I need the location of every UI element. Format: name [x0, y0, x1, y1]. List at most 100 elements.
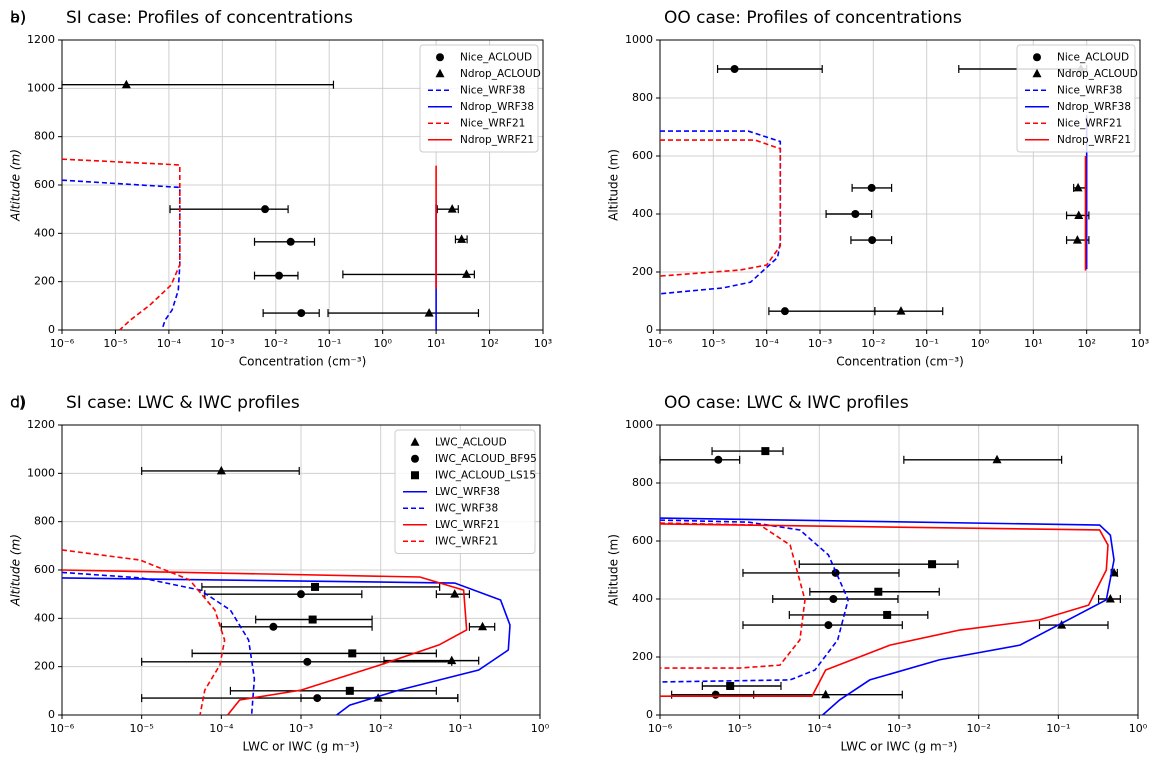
x-tick-label: 10⁻⁶: [50, 337, 75, 350]
legend-marker: [1033, 53, 1041, 62]
y-tick-label: 200: [632, 265, 653, 278]
y-axis-label: Altitude (m): [607, 149, 621, 221]
y-tick-label: 600: [34, 563, 55, 576]
marker: [461, 269, 471, 278]
marker: [297, 590, 305, 599]
y-tick-label: 1000: [625, 418, 653, 431]
y-tick-label: 800: [34, 515, 55, 528]
marker: [874, 587, 883, 596]
marker: [303, 657, 312, 666]
legend-box: [394, 429, 536, 554]
x-tick-label: 10⁻⁴: [157, 337, 182, 350]
x-tick-label: 10⁻⁴: [807, 722, 832, 735]
legend-marker: [411, 471, 419, 480]
profile-line: [61, 569, 468, 716]
x-tick-label: 10⁻¹: [1046, 722, 1070, 735]
marker: [348, 649, 357, 658]
x-tick-label: 10⁻⁵: [103, 337, 127, 350]
marker: [1105, 594, 1115, 603]
y-tick-label: 1200: [27, 33, 55, 46]
chart-title: SI case: Profiles of concentrations: [66, 8, 353, 28]
x-tick-label: 10⁻³: [289, 722, 313, 735]
x-tick-label: 10⁻³: [808, 337, 832, 350]
profile-line: [61, 577, 511, 716]
x-tick-label: 10⁻¹: [317, 337, 341, 350]
legend-label: Ndrop_ACLOUD: [1057, 68, 1138, 80]
marker: [311, 582, 320, 591]
marker: [261, 205, 270, 214]
marker: [457, 234, 467, 243]
x-tick-label: 10⁻²: [369, 722, 393, 735]
y-tick-label: 0: [646, 708, 653, 721]
legend-box: [419, 44, 539, 153]
plot-frame: [659, 39, 1141, 331]
profile-line: [61, 158, 181, 331]
x-tick-label: 10⁻⁶: [648, 337, 673, 350]
legend-label: IWC_ACLOUD_BF95: [435, 453, 537, 465]
marker: [714, 455, 723, 464]
x-tick-label: 10⁻²: [264, 337, 288, 350]
profile-line: [659, 519, 849, 683]
legend-label: Nice_WRF21: [460, 117, 525, 129]
x-axis-label: LWC or IWC (g m⁻³): [841, 740, 958, 754]
legend-label: LWC_WRF21: [435, 519, 500, 531]
marker: [883, 610, 892, 619]
x-axis-label: Concentration (cm⁻³): [836, 355, 964, 369]
marker: [761, 447, 770, 456]
plot-frame: [659, 424, 1139, 716]
marker: [121, 79, 131, 89]
marker: [730, 65, 739, 73]
marker: [868, 236, 877, 245]
y-tick-label: 800: [34, 130, 55, 143]
y-tick-label: 400: [34, 226, 55, 239]
marker: [424, 308, 434, 317]
x-tick-label: 10⁻¹: [448, 722, 472, 735]
marker: [896, 306, 906, 315]
marker: [851, 210, 860, 218]
marker: [269, 622, 278, 631]
legend-marker: [1032, 68, 1042, 78]
y-tick-label: 200: [34, 275, 55, 288]
legend-label: IWC_ACLOUD_LS15: [435, 469, 536, 481]
x-axis-label: Concentration (cm⁻³): [239, 355, 367, 369]
marker: [308, 615, 317, 624]
x-tick-label: 10¹: [1024, 337, 1042, 350]
x-tick-label: 10⁻²: [861, 337, 885, 350]
legend-label: IWC_WRF38: [435, 502, 498, 514]
x-tick-label: 10²: [1077, 337, 1095, 350]
y-axis-label: Altitude (m): [9, 149, 23, 222]
legend-label: Ndrop_WRF38: [1057, 101, 1131, 113]
y-tick-label: 400: [632, 207, 653, 220]
marker: [1073, 182, 1083, 192]
chart-title: OO case: LWC & IWC profiles: [664, 393, 909, 413]
marker: [829, 595, 838, 603]
marker: [216, 465, 226, 475]
y-tick-label: 200: [34, 660, 55, 673]
panel-label: a): [10, 8, 26, 27]
profile-line: [61, 549, 226, 716]
legend-label: IWC_WRF21: [435, 535, 498, 547]
y-tick-label: 1000: [27, 466, 55, 479]
x-axis-label: LWC or IWC (g m⁻³): [243, 740, 360, 754]
y-tick-label: 400: [632, 592, 653, 605]
x-tick-label: 10¹: [427, 337, 445, 350]
legend-marker: [435, 68, 445, 78]
legend-label: Ndrop_WRF38: [460, 101, 534, 113]
y-tick-label: 1000: [625, 33, 653, 46]
marker: [780, 307, 789, 316]
x-tick-label: 10³: [1131, 337, 1149, 350]
marker: [478, 621, 488, 631]
marker: [286, 237, 295, 246]
x-tick-label: 10⁰: [373, 337, 392, 350]
legend-marker: [411, 454, 419, 463]
legend-label: LWC_WRF38: [435, 486, 500, 498]
x-tick-label: 10⁻⁵: [130, 722, 154, 735]
marker: [373, 693, 383, 702]
y-tick-label: 800: [632, 91, 653, 104]
x-tick-label: 10³: [534, 337, 552, 350]
marker: [821, 689, 831, 699]
legend-marker: [410, 437, 420, 446]
legend-label: Ndrop_ACLOUD: [460, 68, 541, 80]
x-tick-label: 10⁻³: [210, 337, 234, 350]
